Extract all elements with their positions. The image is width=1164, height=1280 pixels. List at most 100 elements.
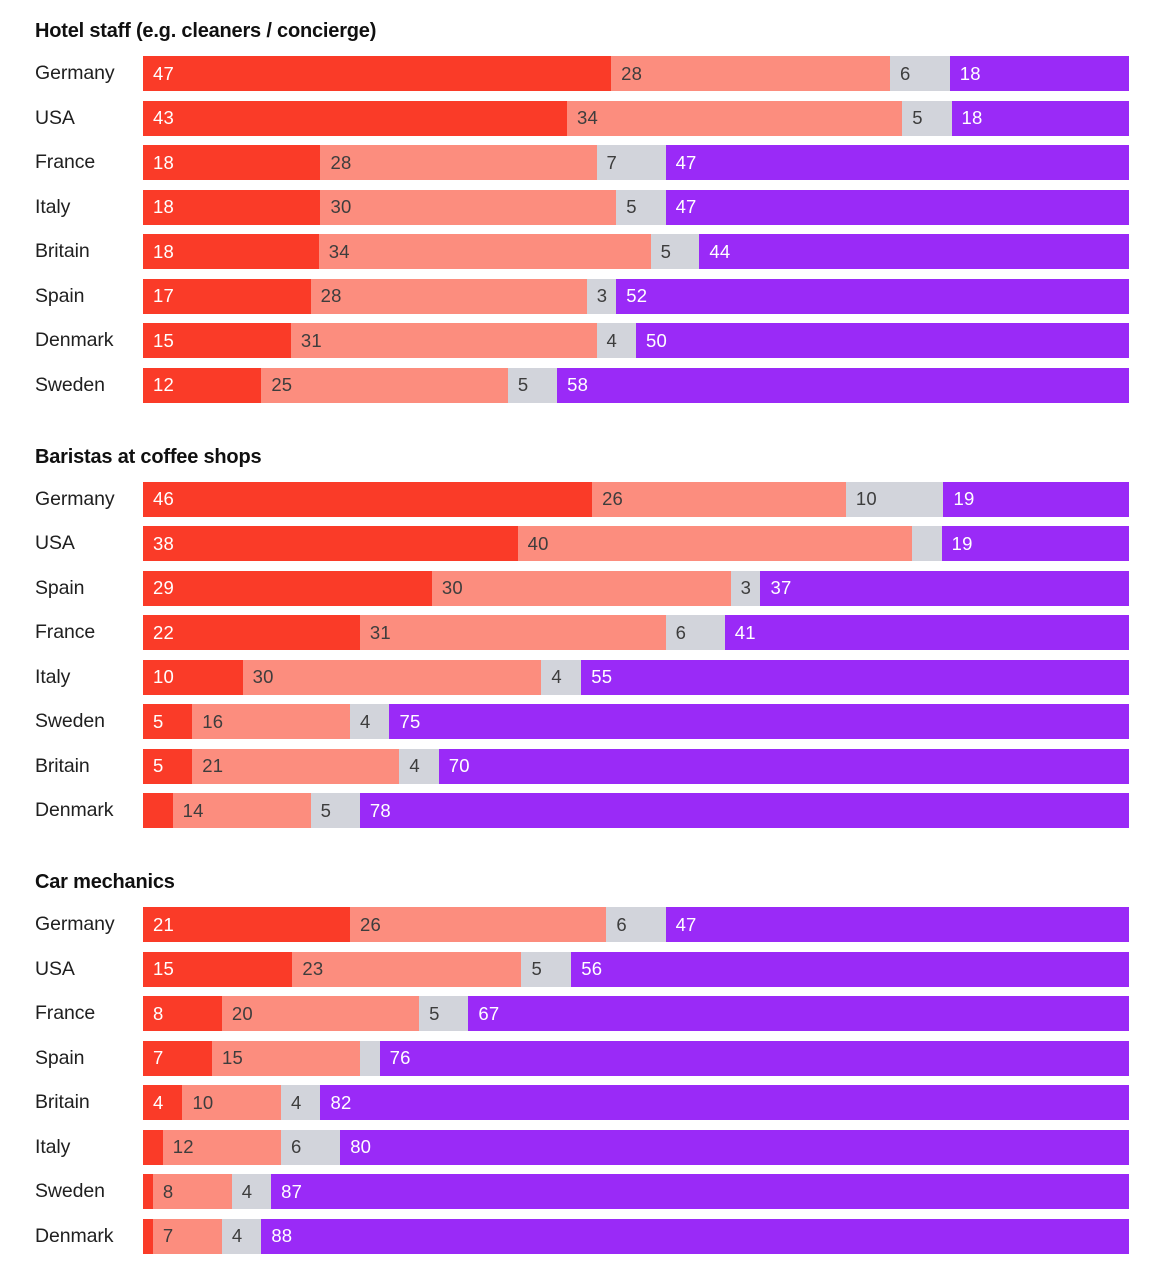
bar-segment-3: 6 [665,615,725,650]
bar-segment-2: 12 [162,1129,282,1165]
bar-segment-3: 6 [889,56,950,91]
bar-segment-3: 4 [221,1218,262,1254]
segment-value: 5 [320,799,332,821]
stacked-bar: 29 30 3 37 [143,570,1129,606]
chart-row: Spain 29 30 3 37 [35,570,1129,606]
stacked-bar: 18 34 5 44 [143,234,1129,269]
bar-segment-3: 4 [596,323,636,358]
bar-segment-2: 31 [359,615,666,650]
segment-value: 34 [576,107,598,128]
bar-segment-1: 21 [143,907,351,942]
country-label: Spain [35,1046,85,1069]
bar-segment-4: 41 [724,615,1129,650]
chart-row: France 8 20 5 67 [35,996,1129,1031]
bar-segment-2: 8 [152,1174,232,1209]
segment-value: 10 [855,488,877,509]
bar-segment-1: 7 [143,1040,213,1076]
bar-segment-2: 34 [566,100,903,136]
chart-row: Sweden 5 16 4 75 [35,704,1129,739]
bar-segment-3: 4 [399,748,439,784]
bar-segment-1 [143,793,173,828]
chart-row: Germany 47 28 6 18 [35,56,1129,91]
segment-value: 47 [675,913,697,935]
segment-value: 16 [202,710,224,732]
segment-value: 28 [320,285,342,306]
bar-segment-2: 14 [172,793,311,828]
segment-value: 34 [328,240,350,262]
segment-value: 88 [271,1225,293,1246]
country-label: Italy [35,1135,71,1158]
chart-row: Italy 10 30 4 55 [35,659,1129,695]
segment-value: 4 [606,329,618,351]
bar-segment-4: 82 [320,1085,1129,1120]
segment-value: 55 [591,666,613,687]
bar-segment-1: 47 [143,56,612,91]
country-label: Italy [35,665,71,688]
country-label: USA [35,106,75,129]
segment-value: 12 [153,374,174,395]
segment-value: 4 [231,1225,243,1246]
bar-segment-4: 75 [389,704,1129,739]
chart-row: Sweden 12 25 5 58 [35,367,1129,403]
chart-section-1: Hotel staff (e.g. cleaners / concierge) G… [35,20,1129,403]
segment-value: 26 [602,488,624,509]
segment-value: 28 [330,151,352,173]
bar-segment-3: 5 [650,234,700,269]
bar-segment-2: 28 [611,56,890,91]
country-label: Sweden [35,1180,105,1202]
stacked-bar: 22 31 6 41 [143,615,1129,650]
stacked-bar: 10 30 4 55 [143,659,1129,695]
bar-segment-1: 29 [143,570,432,606]
bar-segment-2: 30 [242,659,542,695]
bar-segment-3: 5 [902,100,952,136]
stacked-bar: 15 31 4 50 [143,323,1129,358]
segment-value: 46 [153,488,174,509]
country-label: France [35,1002,96,1024]
chart-row: Italy 12 6 80 [35,1129,1129,1165]
segment-value: 6 [291,1136,302,1157]
stacked-bar: 5 16 4 75 [143,704,1129,739]
bar-segment-3: 4 [231,1174,272,1209]
segment-value: 56 [581,958,603,979]
segment-value: 15 [153,329,174,351]
segment-value: 67 [478,1002,500,1024]
bar-segment-2: 28 [320,145,597,180]
segment-value: 70 [448,755,470,776]
stacked-bar: 14 5 78 [143,793,1129,828]
bar-segment-1: 5 [143,704,193,739]
segment-value: 47 [675,151,697,173]
segment-value: 82 [330,1091,352,1113]
bar-segment-2: 16 [192,704,351,739]
bar-segment-1: 22 [143,615,360,650]
segment-value: 18 [153,196,174,217]
country-label: Germany [35,487,115,510]
segment-value: 25 [271,374,293,395]
bar-segment-2: 25 [261,367,508,403]
bar-segment-4: 76 [379,1040,1129,1076]
chart-row: France 22 31 6 41 [35,615,1129,650]
bar-segment-3: 4 [541,659,582,695]
bar-segment-1: 12 [143,367,262,403]
segment-value: 8 [162,1180,174,1202]
segment-value: 3 [596,285,608,306]
country-label: Spain [35,576,85,599]
chart-row: Britain 4 10 4 82 [35,1085,1129,1120]
bar-segment-1: 4 [143,1085,183,1120]
bar-segment-2: 20 [221,996,420,1031]
bar-segment-3: 3 [586,278,617,314]
bar-segment-1: 10 [143,659,243,695]
country-label: Italy [35,195,71,218]
country-label: Britain [35,240,90,262]
bar-segment-3: 5 [521,951,572,987]
chart-row: Britain 18 34 5 44 [35,234,1129,269]
stacked-bar: 18 28 7 47 [143,145,1129,180]
segment-value: 21 [153,913,174,935]
segment-value: 4 [153,1091,164,1113]
bar-segment-1 [143,1129,163,1165]
segment-value: 6 [675,621,687,643]
bar-segment-1: 15 [143,323,291,358]
bar-segment-3 [359,1040,380,1076]
segment-value: 4 [551,666,562,687]
segment-value: 5 [531,958,542,979]
bar-segment-2: 30 [431,570,731,606]
